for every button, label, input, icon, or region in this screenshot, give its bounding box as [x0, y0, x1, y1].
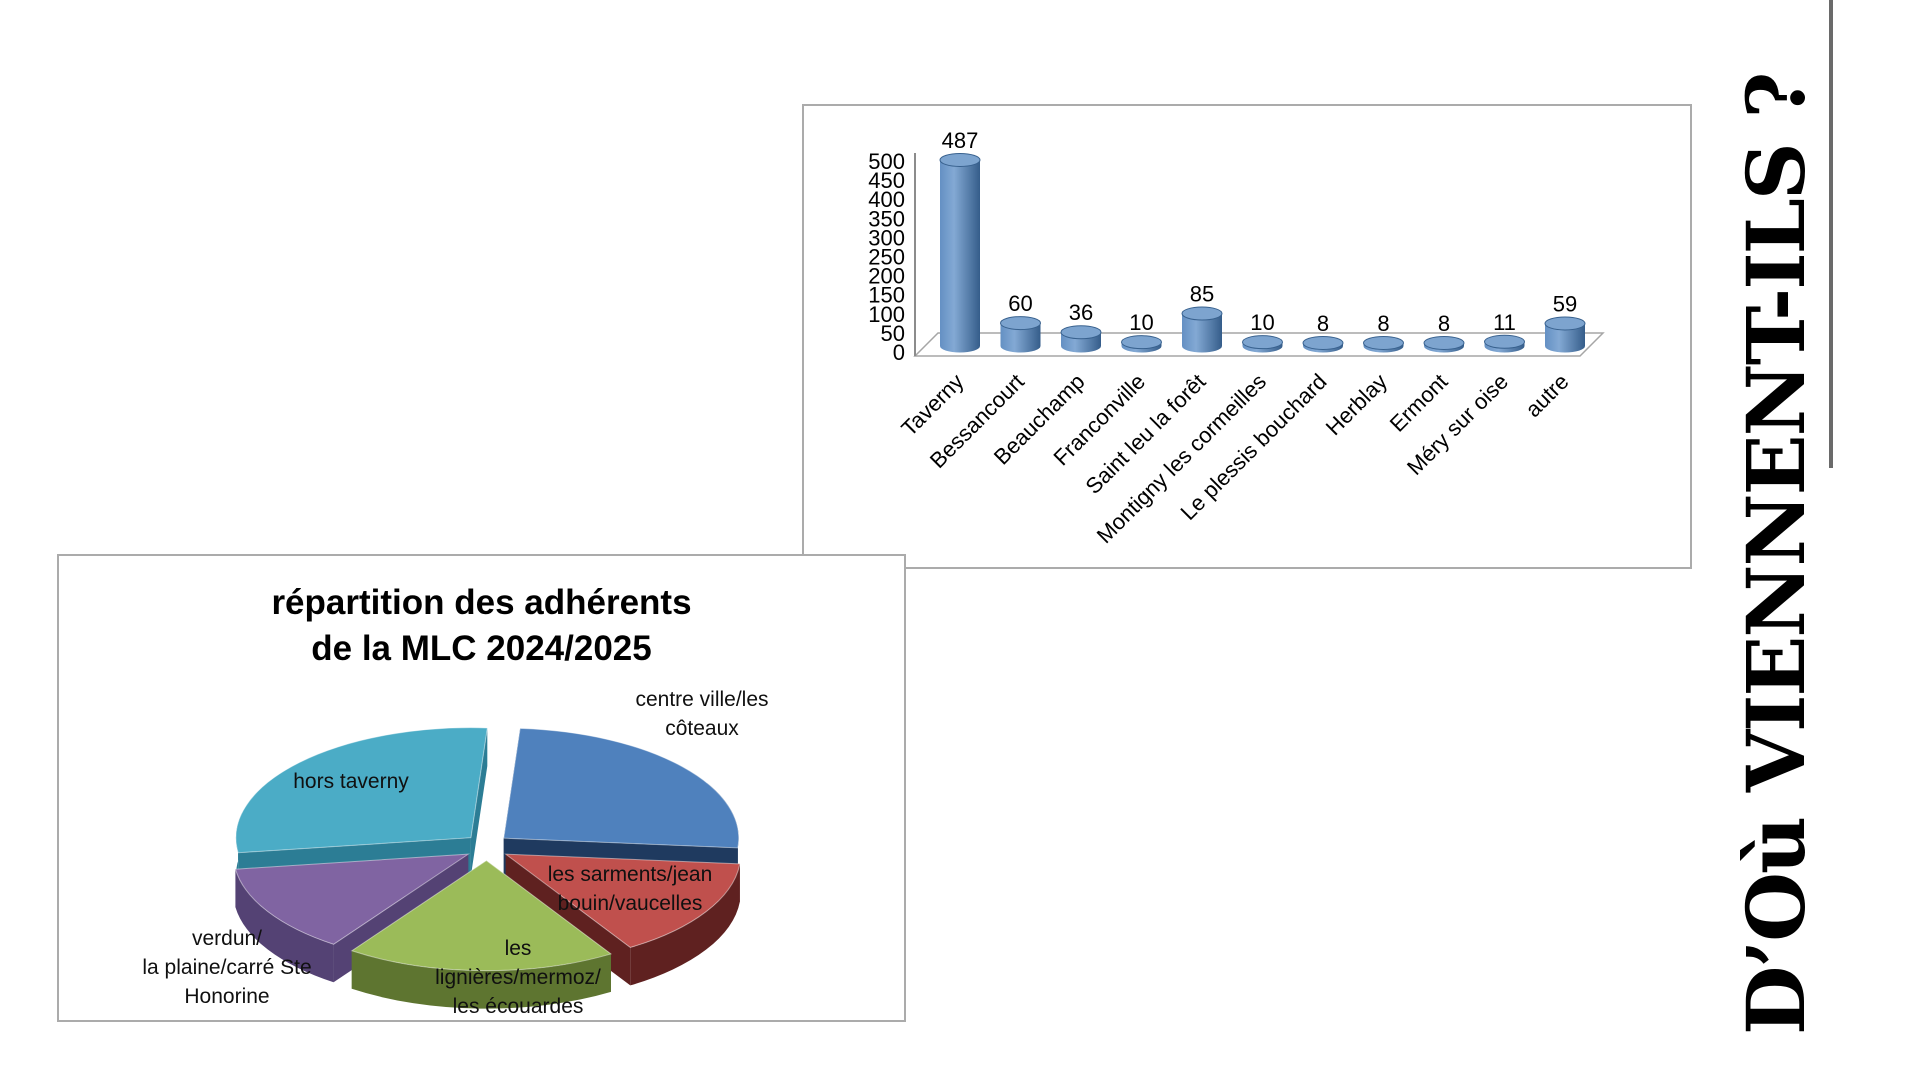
bar-value-label: 36	[1069, 300, 1093, 325]
bar-top	[1302, 335, 1344, 350]
bar-cylinder	[940, 159, 980, 353]
bar-cylinder	[1545, 323, 1585, 353]
y-axis-label: 150	[868, 283, 905, 308]
bar-top	[1423, 335, 1465, 350]
bar-cylinder	[1303, 342, 1343, 353]
bar-value-label: 8	[1317, 311, 1329, 336]
bar-top	[939, 152, 981, 167]
y-axis-label: 50	[881, 321, 905, 346]
pie-label-centre-ville: centre ville/les côteaux	[635, 688, 769, 740]
bar-top	[1363, 335, 1404, 350]
bar-top	[1060, 325, 1102, 340]
bar-top	[1121, 335, 1162, 350]
bar-value-label: 8	[1438, 311, 1450, 336]
bar-category-label: Herblay	[1321, 369, 1392, 440]
bar-top	[1484, 334, 1525, 349]
bar-value-label: 85	[1190, 282, 1214, 307]
bar-cylinder	[1182, 313, 1222, 353]
bar-category-label: autre	[1520, 369, 1573, 422]
pie-slice-top	[234, 853, 471, 945]
bar-top	[1181, 306, 1223, 321]
bar-top	[1242, 335, 1283, 350]
pie-slice-top	[350, 860, 613, 972]
chart-floor	[913, 332, 1605, 357]
y-axis-label: 300	[868, 225, 905, 250]
pie-label-sarments: les sarments/jean bouin/vaucelles	[547, 863, 713, 915]
pie-slice-side	[351, 950, 611, 1009]
bar-cylinder	[1484, 341, 1525, 353]
bar-value-label: 59	[1553, 291, 1577, 316]
slide-vertical-title: D’Où VIENNENT-ILS ?	[1729, 73, 1823, 1035]
y-axis-label: 100	[868, 302, 905, 327]
pie-slice-top	[503, 727, 740, 849]
bar-value-label: 10	[1250, 310, 1274, 335]
pie-chart-canvas	[234, 727, 741, 1009]
y-axis-label: 200	[868, 264, 905, 289]
y-axis-label: 350	[868, 206, 905, 231]
title-accent-line	[1829, 0, 1833, 468]
y-axis-label: 0	[893, 340, 905, 365]
bar-chart-panel: 0 50 100 150 200 250 300 350 400 450 500 487 Taverny…	[802, 104, 1692, 569]
bar-cylinder	[1000, 323, 1041, 353]
pie-label-verdun: verdun/ la plaine/carré Ste Honorine	[142, 927, 312, 1008]
pie-chart-panel: répartition des adhérents de la MLC 2024…	[57, 554, 906, 1022]
bar-value-label: 10	[1129, 310, 1153, 335]
y-axis-label: 250	[868, 245, 905, 270]
pie-chart-title: répartition des adhérents de la MLC 2024…	[271, 583, 692, 668]
pie-slice-side	[630, 863, 740, 986]
bar-chart-canvas: 050100150200250300350400450500487Taverny…	[868, 128, 1605, 548]
y-axis-label: 500	[868, 149, 905, 174]
pie-slice-side	[235, 869, 334, 983]
bar-cylinder	[1424, 342, 1464, 353]
bar-value-label: 487	[942, 128, 979, 153]
bar-cylinder	[1242, 342, 1283, 353]
bar-value-label: 11	[1493, 310, 1516, 335]
bar-value-label: 60	[1008, 291, 1032, 316]
bar-top	[1000, 316, 1041, 331]
y-axis-label: 450	[868, 168, 905, 193]
pie-label-hors-taverny: hors taverny	[293, 770, 409, 793]
bar-cylinder	[1363, 342, 1404, 353]
bar-value-label: 8	[1377, 311, 1389, 336]
pie-slice-top	[235, 727, 488, 854]
bar-top	[1544, 316, 1586, 331]
pie-slice-wall	[470, 727, 488, 876]
pie-label-lignieres: les lignières/mermoz/ les écouardes	[435, 937, 601, 1018]
pie-slice-top	[504, 853, 741, 948]
bar-cylinder	[1061, 332, 1101, 353]
bar-cylinder	[1121, 342, 1162, 353]
y-axis-label: 400	[868, 187, 905, 212]
